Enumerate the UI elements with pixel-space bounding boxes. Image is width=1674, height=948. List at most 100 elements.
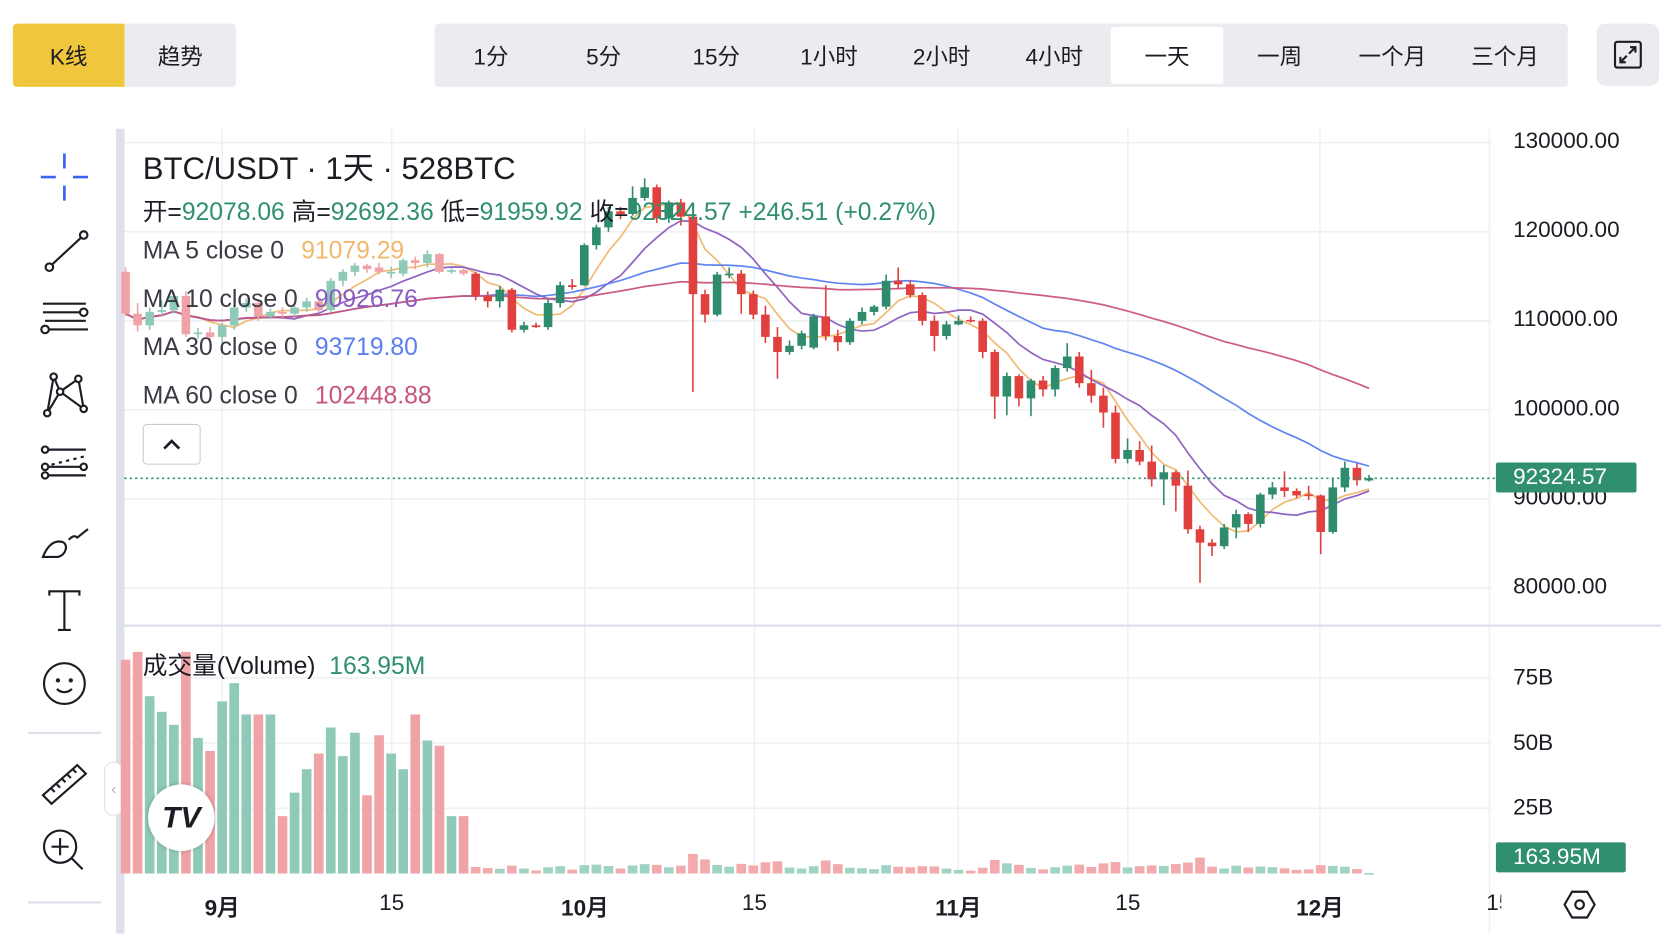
interval-9[interactable]: 三个月 xyxy=(1471,44,1539,70)
candle-body xyxy=(495,289,505,302)
trend-line-tool[interactable] xyxy=(32,223,96,277)
interval-8[interactable]: 一个月 xyxy=(1358,44,1427,70)
interval-2[interactable]: 15分 xyxy=(692,44,741,70)
high-value: 92692.36 xyxy=(330,197,434,226)
candle-body xyxy=(1050,368,1060,390)
ma-legend-item: MA 60 close 0 102448.88 xyxy=(143,381,432,410)
volume-bar xyxy=(301,769,312,874)
volume-bar xyxy=(132,651,143,874)
candle-body xyxy=(869,306,879,312)
volume-bar xyxy=(724,866,735,874)
ma-label: MA 60 close 0 xyxy=(142,380,298,409)
candle-body xyxy=(1195,529,1205,543)
crosshair-tool[interactable] xyxy=(32,150,96,204)
candle-body xyxy=(652,187,662,219)
volume-bar xyxy=(989,859,1000,874)
ma-value: 93719.80 xyxy=(314,332,418,361)
fib-tool[interactable] xyxy=(32,440,96,494)
volume-bar xyxy=(1195,857,1205,874)
volume-bar xyxy=(965,870,976,874)
settings-icon[interactable] xyxy=(1562,889,1596,921)
volume-bar xyxy=(820,860,831,874)
candle-body xyxy=(1268,487,1277,495)
interval-0[interactable]: 1分 xyxy=(473,44,509,70)
candle-body xyxy=(930,320,939,336)
volume-bar xyxy=(1291,869,1302,874)
candle-body xyxy=(1074,356,1084,384)
candle-body xyxy=(773,336,782,353)
volume-bar xyxy=(470,866,481,874)
toolbar-divider xyxy=(27,731,101,735)
volume-bar xyxy=(1279,868,1290,874)
interval-3[interactable]: 1小时 xyxy=(800,44,858,70)
brush-tool[interactable] xyxy=(32,513,96,567)
volume-bar xyxy=(241,714,252,874)
open-value: 92078.06 xyxy=(181,197,285,226)
volume-bar xyxy=(1171,864,1181,874)
time-tick: 15 xyxy=(741,890,767,916)
pattern-tool[interactable] xyxy=(32,367,96,421)
volume-bar xyxy=(386,753,396,874)
candle-body xyxy=(483,295,493,302)
expand-icon xyxy=(1613,40,1642,69)
text-tool[interactable] xyxy=(32,584,96,638)
candle-body xyxy=(954,320,963,325)
volume-bar xyxy=(1255,866,1266,874)
volume-bar xyxy=(929,866,940,874)
volume-bar xyxy=(832,864,843,874)
trend-tab[interactable]: 趋势 xyxy=(124,23,237,87)
tradingview-logo[interactable]: TV xyxy=(148,784,215,851)
volume-bar xyxy=(808,866,819,874)
volume-bar xyxy=(1122,867,1133,874)
candle-body xyxy=(1340,467,1350,488)
interval-6[interactable]: 一天 xyxy=(1110,26,1224,84)
candle-body xyxy=(266,311,275,317)
volume-bar xyxy=(1146,865,1157,874)
volume-bar xyxy=(688,853,698,874)
candle-body xyxy=(217,325,227,337)
candle-body xyxy=(1207,542,1217,547)
interval-7[interactable]: 一周 xyxy=(1257,44,1303,70)
candle-body xyxy=(580,245,589,286)
ruler-tool[interactable] xyxy=(32,755,96,809)
ma-label: MA 10 close 0 xyxy=(142,284,298,313)
chevron-up-icon xyxy=(163,439,181,450)
candle-body xyxy=(966,319,975,322)
volume-bar xyxy=(120,659,131,874)
fullscreen-button[interactable] xyxy=(1596,23,1660,86)
candle-body xyxy=(881,280,891,307)
volume-bar xyxy=(555,866,565,874)
volume-bar xyxy=(1303,869,1314,874)
pattern-icon xyxy=(42,372,88,418)
parallel-lines-icon xyxy=(40,302,89,335)
candle-body xyxy=(374,267,384,272)
candle-body xyxy=(193,332,203,335)
candle-body xyxy=(543,303,553,328)
toolbar-splitter[interactable] xyxy=(115,128,125,934)
interval-1[interactable]: 5分 xyxy=(586,44,622,70)
candle-body xyxy=(736,273,746,295)
candle-body xyxy=(1062,356,1072,369)
volume-tick: 25B xyxy=(1513,795,1554,821)
emoji-tool[interactable] xyxy=(32,657,96,711)
candle-body xyxy=(1111,412,1120,459)
interval-4[interactable]: 2小时 xyxy=(912,44,971,70)
candle-body xyxy=(1087,383,1096,396)
candle-body xyxy=(616,211,625,214)
candle-body xyxy=(990,352,1000,397)
crosshair-icon xyxy=(40,153,88,201)
candle-body xyxy=(1038,380,1048,390)
volume-bar xyxy=(639,864,650,874)
volume-bar xyxy=(458,816,469,874)
current-price-tag: 92324.57 xyxy=(1495,462,1637,493)
zoom-in-tool[interactable] xyxy=(32,824,96,878)
time-tick: 11月 xyxy=(935,896,982,921)
volume-bar xyxy=(1315,865,1326,874)
kline-tab[interactable]: K线 xyxy=(12,23,125,87)
legend-collapse-button[interactable] xyxy=(142,423,201,465)
volume-bar xyxy=(1231,865,1242,874)
parallel-lines-tool[interactable] xyxy=(32,294,96,348)
volume-bar xyxy=(410,714,421,874)
interval-5[interactable]: 4小时 xyxy=(1025,44,1084,70)
